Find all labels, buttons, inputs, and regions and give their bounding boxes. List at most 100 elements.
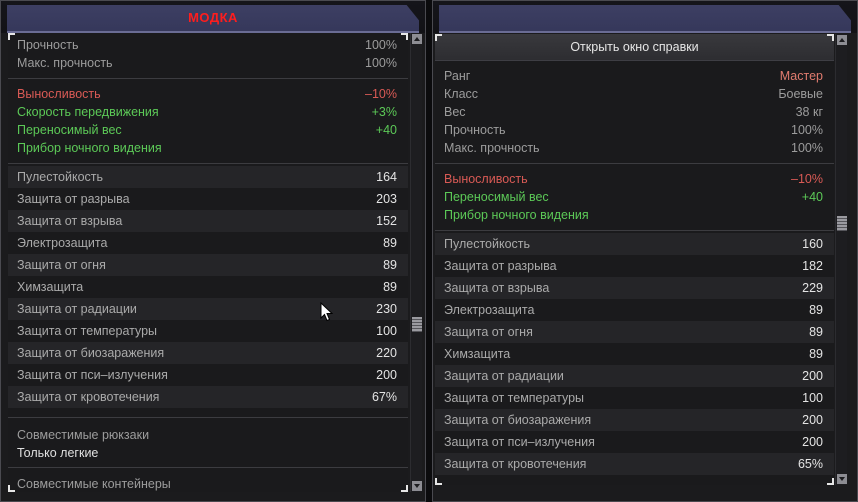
left-title-tab xyxy=(7,5,419,33)
stat-value: 200 xyxy=(376,368,397,382)
protection-row: Защита от пси–излучения 200 xyxy=(435,431,834,453)
protection-row: Защита от температуры 100 xyxy=(8,320,408,342)
divider xyxy=(8,417,408,418)
protection-row: Электрозащита 89 xyxy=(8,232,408,254)
stat-value: 220 xyxy=(376,346,397,360)
protection-row: Защита от радиации 230 xyxy=(8,298,408,320)
protection-row: Пулестойкость 164 xyxy=(8,166,408,188)
stat-value: 67% xyxy=(371,390,397,404)
base-stat-row: Вес 38 кг xyxy=(435,103,834,121)
stat-label: Защита от биозаражения xyxy=(444,413,592,427)
right-scrollbar[interactable] xyxy=(835,34,847,485)
stat-value: 100 xyxy=(376,324,397,338)
protection-row: Защита от пси–излучения 200 xyxy=(8,364,408,386)
protection-row: Защита от биозаражения 200 xyxy=(435,409,834,431)
scroll-up-arrow-icon[interactable] xyxy=(837,35,847,45)
stat-label: Выносливость xyxy=(17,87,101,101)
frame-corner xyxy=(435,478,442,485)
stat-label: Пулестойкость xyxy=(17,170,104,184)
compat-backpacks-label: Совместимые рюкзаки xyxy=(17,428,150,442)
stat-value: 65% xyxy=(797,457,823,471)
stat-value: Боевые xyxy=(778,87,823,101)
stat-label: Защита от температуры xyxy=(444,391,585,405)
stat-label: Химзащита xyxy=(444,347,511,361)
scroll-down-arrow-icon[interactable] xyxy=(412,481,422,491)
mouse-cursor-icon xyxy=(320,302,334,322)
base-stat-row: Класс Боевые xyxy=(435,85,834,103)
protection-row: Защита от кровотечения 67% xyxy=(8,386,408,408)
divider xyxy=(8,467,408,468)
stat-value: 89 xyxy=(809,325,823,339)
stat-value: 200 xyxy=(802,435,823,449)
right-protections: Пулестойкость 160 Защита от разрыва 182 Защи… xyxy=(435,233,834,475)
open-help-button[interactable]: Открыть окно справки xyxy=(435,34,834,61)
stat-label: Макс. прочность xyxy=(17,56,113,70)
effect-row: Выносливость –10% xyxy=(8,85,408,103)
stat-value: 229 xyxy=(802,281,823,295)
stat-label: Защита от разрыва xyxy=(17,192,130,206)
frame-corner xyxy=(401,485,408,492)
stat-label: Защита от взрыва xyxy=(444,281,550,295)
stat-value: 230 xyxy=(376,302,397,316)
protection-row: Химзащита 89 xyxy=(435,343,834,365)
scrollbar-thumb[interactable] xyxy=(837,216,847,231)
scroll-up-arrow-icon[interactable] xyxy=(412,34,422,44)
stat-label: Вес xyxy=(444,105,466,119)
protection-row: Защита от разрыва 182 xyxy=(435,255,834,277)
divider xyxy=(435,230,834,231)
frame-corner xyxy=(8,33,15,40)
base-stat-row: Макс. прочность 100% xyxy=(435,139,834,157)
compat-containers-label: Совместимые контейнеры xyxy=(17,477,171,491)
stat-value: 152 xyxy=(376,214,397,228)
stat-value: –10% xyxy=(365,87,397,101)
stat-label: Защита от огня xyxy=(444,325,533,339)
stat-value: +40 xyxy=(801,190,823,204)
frame-corner xyxy=(827,34,834,41)
stat-label: Защита от разрыва xyxy=(444,259,557,273)
stat-label: Защита от кровотечения xyxy=(444,457,587,471)
stat-value: 100 xyxy=(802,391,823,405)
stat-label: Прибор ночного видения xyxy=(444,208,589,222)
frame-corner xyxy=(827,478,834,485)
frame-corner xyxy=(435,34,442,41)
stat-label: Переносимый вес xyxy=(444,190,549,204)
left-scrollbar[interactable] xyxy=(410,33,422,492)
stat-value: 182 xyxy=(802,259,823,273)
right-stats-list[interactable]: Открыть окно справки Ранг Мастер Класс Боев… xyxy=(435,34,834,485)
right-title-bar xyxy=(433,1,857,33)
scroll-down-arrow-icon[interactable] xyxy=(837,474,847,484)
protection-row: Защита от огня 89 xyxy=(8,254,408,276)
protection-row: Пулестойкость 160 xyxy=(435,233,834,255)
stat-label: Защита от пси–излучения xyxy=(444,435,595,449)
stat-value: 164 xyxy=(376,170,397,184)
stat-label: Прочность xyxy=(17,38,79,52)
left-stats-list[interactable]: Прочность 100% Макс. прочность 100% Выносли… xyxy=(8,33,408,492)
stat-value: +40 xyxy=(375,123,397,137)
stat-value: 100% xyxy=(791,123,823,137)
protection-row: Защита от радиации 200 xyxy=(435,365,834,387)
base-stat-row: Ранг Мастер xyxy=(435,67,834,85)
stat-value: 38 кг xyxy=(795,105,823,119)
stat-value: Мастер xyxy=(779,69,823,83)
stat-value: +3% xyxy=(371,105,397,119)
protection-row: Защита от разрыва 203 xyxy=(8,188,408,210)
right-title-tab xyxy=(439,5,851,33)
effect-row: Скорость передвижения +3% xyxy=(8,103,408,121)
stat-value: 89 xyxy=(383,280,397,294)
stat-value: 89 xyxy=(809,347,823,361)
stat-label: Переносимый вес xyxy=(17,123,122,137)
divider xyxy=(8,163,408,164)
stat-value: 200 xyxy=(802,413,823,427)
stat-label: Защита от радиации xyxy=(17,302,137,316)
protection-row: Химзащита 89 xyxy=(8,276,408,298)
right-base-stats: Ранг Мастер Класс Боевые Вес 38 кг Прочность 10… xyxy=(435,67,834,157)
effect-row: Переносимый вес +40 xyxy=(8,121,408,139)
protection-row: Электрозащита 89 xyxy=(435,299,834,321)
effect-row: Выносливость –10% xyxy=(435,170,834,188)
stat-value: 89 xyxy=(809,303,823,317)
scrollbar-thumb[interactable] xyxy=(412,317,422,332)
right-effects: Выносливость –10% Переносимый вес +40 Прибор… xyxy=(435,170,834,224)
protection-row: Защита от температуры 100 xyxy=(435,387,834,409)
protection-row: Защита от кровотечения 65% xyxy=(435,453,834,475)
protection-row: Защита от взрыва 229 xyxy=(435,277,834,299)
